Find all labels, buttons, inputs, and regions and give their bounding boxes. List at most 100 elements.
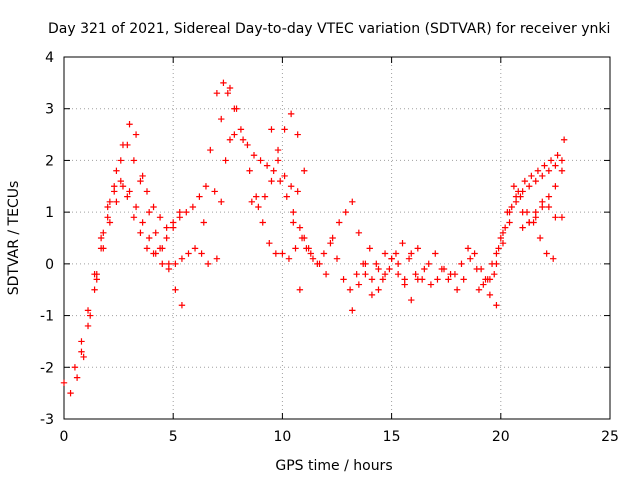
data-point: [558, 157, 566, 164]
data-point: [493, 260, 500, 268]
data-point: [545, 203, 553, 211]
data-point: [486, 291, 494, 299]
data-point: [60, 379, 68, 386]
data-point: [294, 131, 301, 138]
data-point: [414, 245, 422, 252]
data-point: [394, 260, 402, 268]
data-point: [239, 136, 247, 143]
data-point: [438, 265, 446, 273]
data-point: [296, 286, 304, 293]
data-point: [93, 276, 100, 283]
data-point: [100, 245, 107, 252]
data-point: [183, 208, 190, 216]
data-point: [532, 177, 539, 185]
data-point: [355, 229, 363, 237]
series-arc17: [519, 198, 566, 231]
series-arc10: [290, 198, 500, 309]
data-point: [220, 79, 227, 87]
data-point: [493, 250, 500, 257]
data-point: [307, 250, 314, 257]
data-point: [126, 121, 133, 128]
data-point: [558, 214, 566, 221]
y-tick-label: -3: [40, 412, 54, 428]
data-point: [268, 126, 275, 133]
data-point: [539, 172, 546, 180]
data-point: [100, 229, 107, 237]
data-point: [145, 208, 153, 216]
data-point: [421, 265, 428, 273]
data-point: [111, 188, 118, 195]
grid-lines: [64, 57, 610, 419]
data-point: [213, 255, 221, 262]
data-point: [545, 193, 553, 200]
data-point: [259, 219, 266, 226]
series-arc12: [349, 250, 422, 314]
data-point: [519, 188, 526, 195]
data-point: [329, 234, 336, 242]
data-point: [165, 265, 173, 273]
data-point: [132, 203, 140, 211]
data-point: [270, 167, 277, 174]
data-point: [486, 276, 494, 283]
data-point: [226, 84, 234, 92]
series-arc7: [213, 131, 238, 262]
series-arc14: [486, 157, 566, 283]
series-arc5: [200, 79, 312, 262]
data-point: [119, 183, 127, 190]
data-point: [368, 276, 376, 283]
data-point: [281, 172, 288, 180]
data-point: [104, 214, 111, 221]
data-point: [405, 255, 413, 262]
data-point: [279, 250, 286, 257]
data-point: [117, 157, 124, 164]
data-point: [124, 141, 131, 149]
data-point: [222, 157, 229, 164]
data-point: [211, 188, 218, 195]
data-point: [362, 260, 369, 268]
data-point: [283, 193, 290, 200]
data-point: [309, 255, 317, 262]
data-point: [104, 203, 111, 211]
data-point: [132, 131, 140, 138]
data-point: [388, 255, 395, 262]
x-tick-label: 10: [273, 429, 291, 445]
data-point: [401, 281, 408, 288]
data-point: [274, 146, 282, 154]
data-point: [349, 198, 356, 205]
data-point: [434, 276, 441, 283]
chart-title: Day 321 of 2021, Sidereal Day-to-day VTE…: [48, 21, 610, 37]
data-point: [525, 183, 533, 190]
data-point: [545, 167, 553, 174]
y-tick-label: 1: [45, 205, 54, 221]
data-point: [84, 307, 92, 314]
data-point: [185, 250, 192, 257]
data-point: [560, 136, 568, 143]
data-point: [285, 255, 293, 262]
data-point: [255, 203, 262, 211]
data-point: [130, 157, 138, 164]
data-point: [207, 146, 214, 154]
data-point: [517, 193, 524, 200]
data-point: [301, 167, 308, 174]
data-point: [292, 245, 299, 252]
data-point: [355, 281, 363, 288]
series-arc6: [204, 90, 304, 293]
data-point: [491, 271, 498, 278]
data-point: [97, 234, 105, 242]
data-point: [226, 136, 234, 143]
data-point: [71, 364, 79, 371]
data-point: [408, 250, 415, 257]
data-point: [178, 255, 186, 262]
series-arc1: [60, 121, 186, 397]
data-point: [196, 193, 203, 200]
data-point: [512, 198, 520, 205]
data-point: [408, 296, 415, 304]
data-point: [381, 250, 389, 257]
data-point: [508, 203, 515, 211]
data-point: [244, 141, 251, 149]
data-point: [91, 286, 98, 293]
data-point: [525, 219, 533, 226]
data-point: [106, 219, 114, 226]
data-point: [246, 167, 253, 174]
data-point: [314, 260, 321, 268]
